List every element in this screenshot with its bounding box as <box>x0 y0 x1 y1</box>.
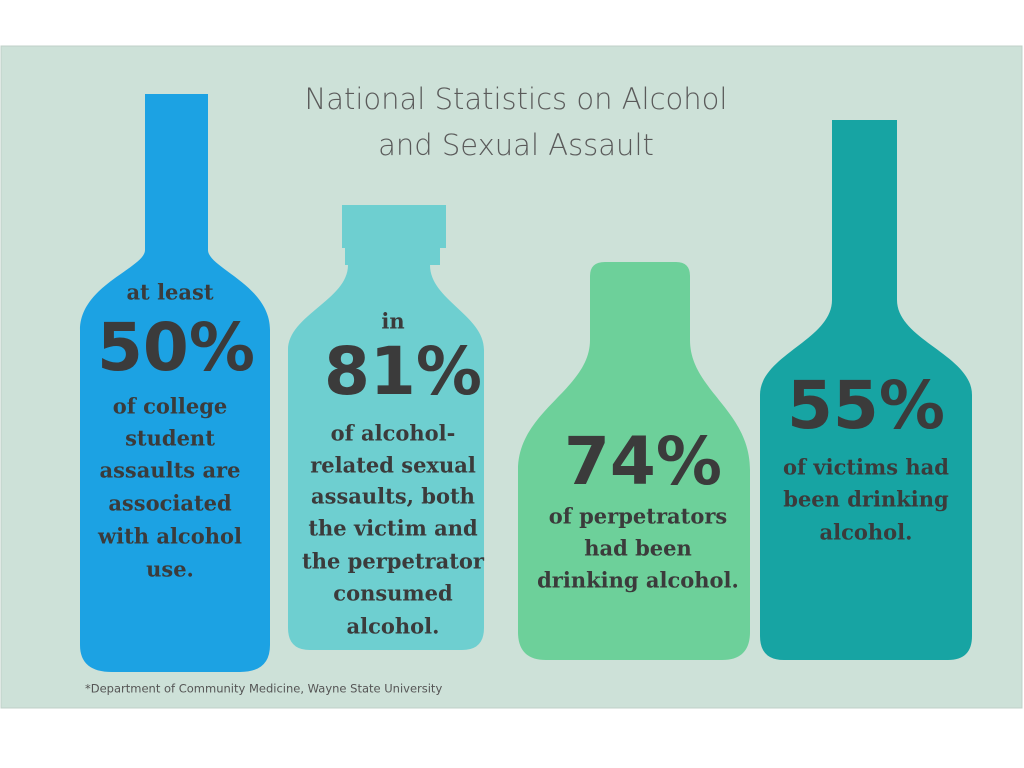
stat-text: assaults, both <box>311 484 475 509</box>
intro: at least <box>126 280 213 305</box>
bottle <box>288 205 484 650</box>
footnote: *Department of Community Medicine, Wayne… <box>85 682 442 696</box>
stat-text: alcohol. <box>820 520 913 545</box>
stat: 55% <box>787 367 945 444</box>
stat-text: use. <box>146 557 194 582</box>
bottle <box>80 94 270 672</box>
intro: in <box>381 309 404 334</box>
stat: 50% <box>97 309 255 386</box>
bottle <box>518 262 750 660</box>
stat-text: alcohol. <box>347 614 440 639</box>
stat-text: related sexual <box>310 453 476 478</box>
stat-text: had been <box>584 536 692 561</box>
bottle <box>760 120 972 660</box>
stat-text: of perpetrators <box>549 504 727 529</box>
stat-text: assaults are <box>100 458 241 483</box>
stat-text: associated <box>108 491 232 516</box>
stat-text: drinking alcohol. <box>537 568 739 593</box>
title-line: National Statistics on Alcohol <box>305 82 728 116</box>
stat-text: of alcohol- <box>331 421 456 446</box>
stat-text: consumed <box>333 581 453 606</box>
stat: 81% <box>324 333 482 410</box>
stat: 74% <box>564 423 722 500</box>
title-line: and Sexual Assault <box>378 128 654 162</box>
stat-text: of victims had <box>783 455 949 480</box>
stat-text: been drinking <box>783 487 949 512</box>
stat-text: the perpetrator <box>302 549 485 574</box>
stat-text: of college <box>113 394 228 419</box>
stat-text: student <box>125 426 215 451</box>
stat-text: the victim and <box>308 516 478 541</box>
stat-text: with alcohol <box>97 524 242 549</box>
